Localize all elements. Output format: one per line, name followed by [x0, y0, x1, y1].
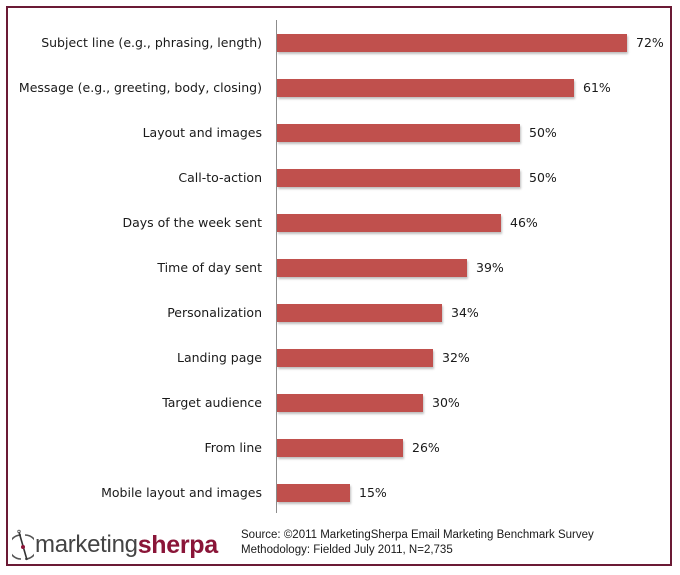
category-label: Time of day sent	[157, 260, 262, 275]
category-label: Mobile layout and images	[101, 485, 262, 500]
bar	[277, 304, 442, 322]
bar	[277, 34, 627, 52]
value-label: 15%	[359, 485, 387, 500]
bar-row: Landing page 32%	[0, 349, 680, 367]
bar	[277, 349, 433, 367]
logo-text-sherpa: sherpa	[137, 530, 218, 559]
value-label: 50%	[529, 125, 557, 140]
bar-row: Personalization 34%	[0, 304, 680, 322]
category-label: Subject line (e.g., phrasing, length)	[41, 35, 262, 50]
value-label: 61%	[583, 80, 611, 95]
bar	[277, 439, 403, 457]
bar-row: Message (e.g., greeting, body, closing) 6…	[0, 79, 680, 97]
category-label: From line	[204, 440, 262, 455]
bar-row: Mobile layout and images 15%	[0, 484, 680, 502]
bar-row: Call-to-action 50%	[0, 169, 680, 187]
source-note: Source: ©2011 MarketingSherpa Email Mark…	[241, 528, 594, 558]
logo-text-marketing: marketing	[35, 531, 138, 558]
bar	[277, 394, 423, 412]
value-label: 72%	[636, 35, 664, 50]
bar	[277, 484, 350, 502]
bar	[277, 79, 574, 97]
bar	[277, 124, 520, 142]
value-label: 34%	[451, 305, 479, 320]
value-label: 32%	[442, 350, 470, 365]
methodology-line: Methodology: Fielded July 2011, N=2,735	[241, 544, 453, 556]
category-axis-line	[276, 20, 277, 513]
value-label: 46%	[510, 215, 538, 230]
bar	[277, 259, 467, 277]
category-label: Layout and images	[142, 125, 262, 140]
value-label: 26%	[412, 440, 440, 455]
bar-row: Days of the week sent 46%	[0, 214, 680, 232]
category-label: Landing page	[176, 350, 262, 365]
category-label: Message (e.g., greeting, body, closing)	[18, 80, 262, 95]
bar-row: Subject line (e.g., phrasing, length) 72%	[0, 34, 680, 52]
bar-row: Layout and images 50%	[0, 124, 680, 142]
bar	[277, 214, 501, 232]
value-label: 50%	[529, 170, 557, 185]
category-label: Days of the week sent	[122, 215, 262, 230]
chart-frame	[6, 6, 672, 566]
bar	[277, 169, 520, 187]
category-label: Call-to-action	[178, 170, 262, 185]
category-label: Target audience	[162, 395, 262, 410]
value-label: 39%	[476, 260, 504, 275]
value-label: 30%	[432, 395, 460, 410]
bar-row: From line 26%	[0, 439, 680, 457]
marketingsherpa-logo: marketing sherpa	[12, 528, 218, 562]
compass-logo-icon	[12, 529, 34, 561]
source-line: Source: ©2011 MarketingSherpa Email Mark…	[241, 529, 594, 541]
category-label: Personalization	[167, 305, 262, 320]
bar-row: Target audience 30%	[0, 394, 680, 412]
bar-row: Time of day sent 39%	[0, 259, 680, 277]
